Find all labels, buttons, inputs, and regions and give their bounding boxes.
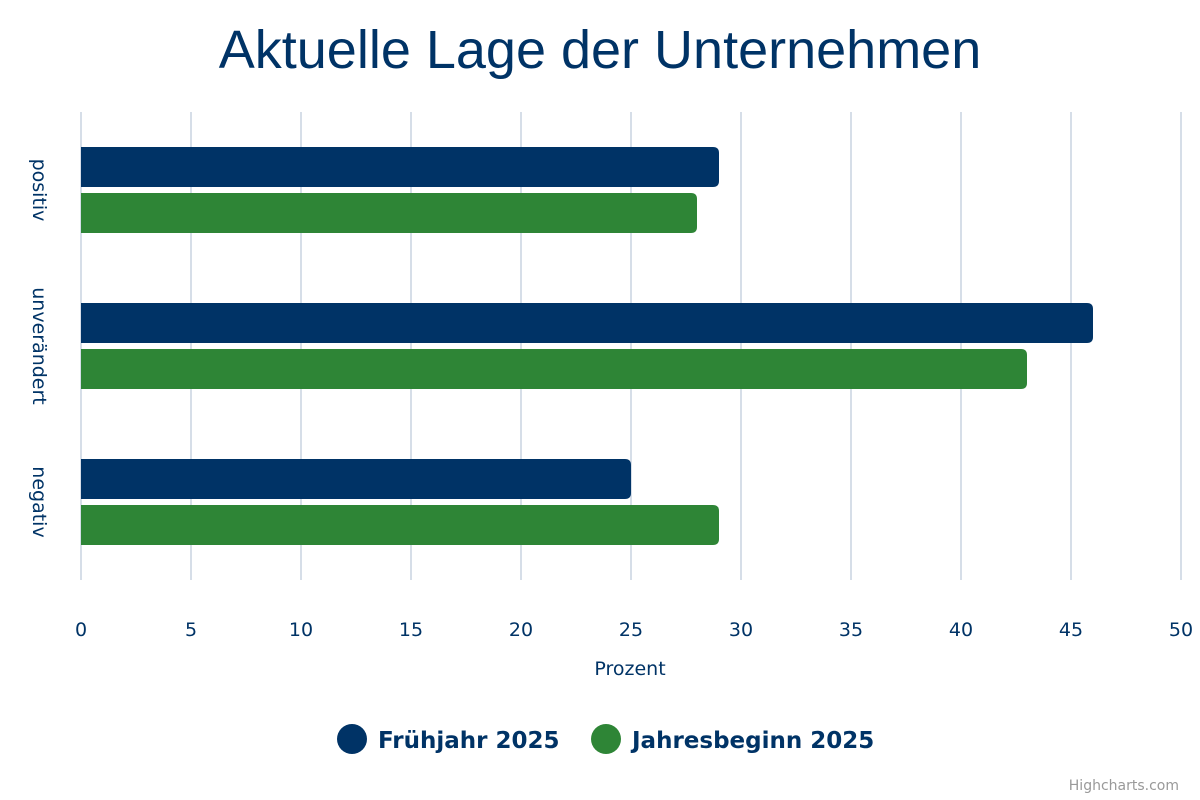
x-tick-label: 5 [185,619,197,641]
x-tick-label: 30 [729,619,753,641]
bars [81,147,1093,545]
bar-unverändert-jahresbeginn-2025[interactable] [81,349,1027,389]
category-label: negativ [28,466,50,537]
x-tick-label: 40 [949,619,973,641]
credits-link[interactable]: Highcharts.com [1069,778,1179,794]
x-tick-label: 20 [509,619,533,641]
bar-positiv-jahresbeginn-2025[interactable] [81,193,697,233]
x-axis-title: Prozent [594,658,665,680]
x-tick-label: 10 [289,619,313,641]
category-labels: positiv unverändert negativ [28,159,50,538]
x-tick-label: 35 [839,619,863,641]
legend-label: Frühjahr 2025 [378,728,559,754]
x-tick-label: 0 [75,619,87,641]
legend-item[interactable]: Frühjahr 2025 [337,724,559,754]
legend-label: Jahresbeginn 2025 [630,728,874,754]
bar-positiv-frühjahr-2025[interactable] [81,147,719,187]
x-tick-label: 45 [1059,619,1083,641]
grid-lines [80,112,1182,580]
legend-item[interactable]: Jahresbeginn 2025 [591,724,874,754]
x-tick-label: 25 [619,619,643,641]
category-label: unverändert [28,287,50,405]
category-label: positiv [28,159,50,222]
x-axis-ticks: 0 5 10 15 20 25 30 35 40 45 50 [75,619,1193,641]
bar-negativ-frühjahr-2025[interactable] [81,459,631,499]
bar-negativ-jahresbeginn-2025[interactable] [81,505,719,545]
legend: Frühjahr 2025 Jahresbeginn 2025 [337,724,874,754]
legend-symbol [337,724,367,754]
x-tick-label: 50 [1169,619,1193,641]
chart-title: Aktuelle Lage der Unternehmen [219,20,982,80]
x-tick-label: 15 [399,619,423,641]
bar-unverändert-frühjahr-2025[interactable] [81,303,1093,343]
legend-symbol [591,724,621,754]
